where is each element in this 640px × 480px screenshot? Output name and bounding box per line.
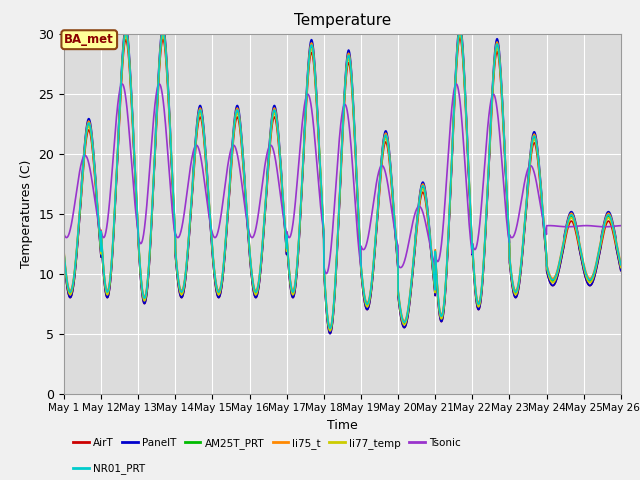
NR01_PRT [499,112,507,118]
PanelT [468,234,476,240]
Tsonic [322,270,330,276]
AirT [322,297,330,302]
li77_temp [616,262,624,268]
AirT [456,35,464,41]
AM25T_PRT [326,326,334,332]
AM25T_PRT [161,33,168,38]
li75_t [121,31,129,36]
NR01_PRT [161,32,168,38]
NR01_PRT [121,31,129,36]
NR01_PRT [616,260,624,265]
AM25T_PRT [499,112,507,118]
AM25T_PRT [436,313,444,319]
Tsonic [436,248,444,254]
li77_temp [326,328,334,334]
Line: AM25T_PRT: AM25T_PRT [64,34,621,329]
Title: Temperature: Temperature [294,13,391,28]
Line: li75_t: li75_t [64,34,621,327]
AirT [616,265,624,271]
PanelT [161,31,168,36]
li75_t [499,110,507,116]
Tsonic [499,173,507,179]
AM25T_PRT [616,261,624,266]
AirT [60,255,68,261]
li75_t [617,261,625,266]
li75_t [326,324,334,330]
Line: NR01_PRT: NR01_PRT [64,34,621,328]
Tsonic [156,81,163,87]
Tsonic [161,107,168,113]
li77_temp [617,264,625,270]
li75_t [322,291,330,297]
AirT [326,331,334,336]
Tsonic [323,271,330,276]
AM25T_PRT [322,294,330,300]
PanelT [499,107,507,113]
li75_t [60,248,68,254]
NR01_PRT [322,293,330,299]
Tsonic [617,223,625,228]
PanelT [60,255,68,261]
li77_temp [499,115,507,120]
NR01_PRT [60,250,68,255]
li75_t [468,226,476,232]
Line: PanelT: PanelT [64,34,621,334]
AM25T_PRT [122,31,129,36]
Tsonic [616,223,624,228]
li75_t [161,31,168,36]
AirT [436,317,444,323]
li77_temp [322,294,330,300]
PanelT [322,298,330,304]
li75_t [616,258,624,264]
AM25T_PRT [617,263,625,269]
PanelT [617,268,625,274]
Line: Tsonic: Tsonic [64,84,621,274]
NR01_PRT [326,325,334,331]
PanelT [616,265,624,271]
li75_t [436,311,444,316]
li77_temp [436,314,444,320]
AirT [468,234,476,240]
NR01_PRT [436,312,444,318]
li77_temp [60,252,68,258]
Legend: NR01_PRT: NR01_PRT [69,459,150,479]
Line: AirT: AirT [64,38,621,334]
AirT [617,268,625,274]
NR01_PRT [468,228,476,233]
AirT [499,119,507,124]
PanelT [326,331,334,336]
Text: BA_met: BA_met [65,33,114,46]
AM25T_PRT [468,228,476,234]
Tsonic [60,231,68,237]
X-axis label: Time: Time [327,419,358,432]
li77_temp [456,31,464,36]
PanelT [120,31,128,36]
li77_temp [160,35,168,41]
Line: li77_temp: li77_temp [64,34,621,331]
Y-axis label: Temperatures (C): Temperatures (C) [20,159,33,268]
NR01_PRT [617,262,625,268]
li77_temp [468,230,476,236]
PanelT [436,317,444,323]
Tsonic [468,244,476,250]
AirT [160,39,168,45]
AM25T_PRT [60,251,68,256]
